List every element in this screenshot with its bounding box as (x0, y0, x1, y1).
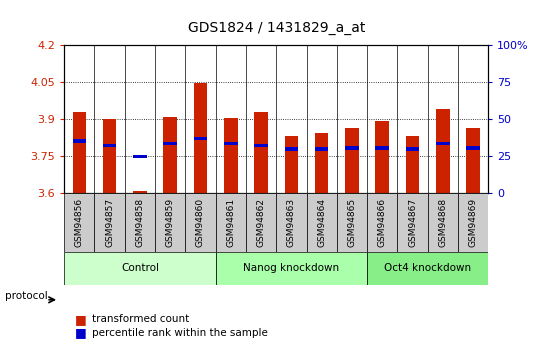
Bar (73, 139, 86, 142)
Text: transformed count: transformed count (92, 314, 189, 324)
Bar (367, 252, 488, 285)
Bar (185, 193, 215, 252)
Bar (337, 193, 367, 252)
Bar (215, 193, 246, 252)
Bar (466, 128, 480, 193)
Text: ■: ■ (75, 313, 87, 326)
Bar (194, 83, 207, 193)
Bar (427, 193, 458, 252)
Bar (285, 147, 298, 151)
Bar (73, 112, 86, 193)
Text: percentile rank within the sample: percentile rank within the sample (92, 328, 268, 338)
Bar (163, 117, 177, 193)
Text: GSM94860: GSM94860 (196, 198, 205, 247)
Bar (406, 147, 419, 151)
Text: GSM94866: GSM94866 (378, 198, 387, 247)
Text: GSM94867: GSM94867 (408, 198, 417, 247)
Bar (436, 141, 450, 145)
Text: protocol: protocol (5, 291, 48, 300)
Bar (133, 191, 147, 193)
Bar (194, 137, 207, 140)
Bar (94, 193, 125, 252)
Bar (103, 144, 117, 147)
Text: GSM94858: GSM94858 (136, 198, 145, 247)
Text: GSM94865: GSM94865 (348, 198, 357, 247)
Bar (306, 193, 337, 252)
Bar (397, 193, 427, 252)
Text: GDS1824 / 1431829_a_at: GDS1824 / 1431829_a_at (187, 21, 365, 35)
Bar (64, 193, 94, 252)
Bar (345, 147, 359, 150)
Bar (125, 193, 155, 252)
Text: GSM94859: GSM94859 (166, 198, 175, 247)
Text: GSM94864: GSM94864 (317, 198, 326, 247)
Bar (254, 144, 268, 147)
Text: GSM94868: GSM94868 (439, 198, 448, 247)
Bar (246, 193, 276, 252)
Text: Nanog knockdown: Nanog knockdown (243, 263, 339, 273)
Bar (103, 119, 117, 193)
Text: ■: ■ (75, 326, 87, 339)
Bar (163, 141, 177, 145)
Text: Control: Control (121, 263, 159, 273)
Bar (367, 193, 397, 252)
Bar (64, 252, 215, 285)
Text: GSM94857: GSM94857 (105, 198, 114, 247)
Text: GSM94869: GSM94869 (469, 198, 478, 247)
Text: Oct4 knockdown: Oct4 knockdown (384, 263, 471, 273)
Text: GSM94862: GSM94862 (257, 198, 266, 247)
Text: GSM94863: GSM94863 (287, 198, 296, 247)
Bar (406, 136, 419, 193)
Bar (315, 132, 329, 193)
Bar (345, 128, 359, 193)
Bar (466, 147, 480, 150)
Bar (276, 193, 306, 252)
Bar (436, 109, 450, 193)
Text: GSM94861: GSM94861 (227, 198, 235, 247)
Bar (376, 121, 389, 193)
Bar (224, 118, 238, 193)
Bar (133, 155, 147, 158)
Text: GSM94856: GSM94856 (75, 198, 84, 247)
Bar (224, 141, 238, 145)
Bar (315, 147, 329, 151)
Bar (155, 193, 185, 252)
Bar (376, 147, 389, 150)
Bar (285, 136, 298, 193)
Bar (458, 193, 488, 252)
Bar (215, 252, 367, 285)
Bar (254, 112, 268, 193)
